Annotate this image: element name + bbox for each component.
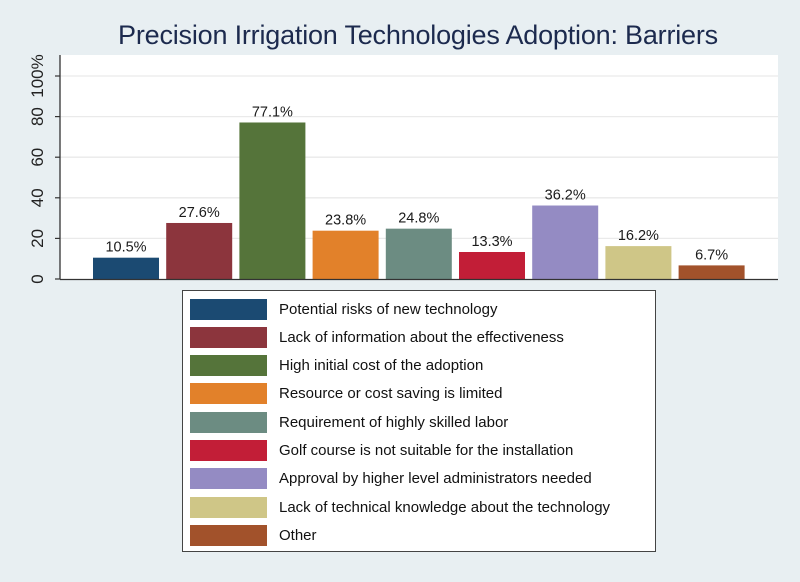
y-tick-label: 80 [28, 107, 47, 126]
y-tick-label: 100% [28, 54, 47, 97]
legend-label: Golf course is not suitable for the inst… [279, 442, 574, 459]
legend: Potential risks of new technology Lack of… [182, 290, 656, 552]
bar-value-label: 24.8% [398, 211, 439, 227]
legend-item: Resource or cost saving is limited [190, 383, 502, 405]
bar-value-label: 13.3% [471, 234, 512, 250]
y-tick-label: 20 [28, 229, 47, 248]
y-tick-label: 40 [28, 188, 47, 207]
legend-label: Lack of technical knowledge about the te… [279, 498, 611, 516]
legend-label: Other [279, 526, 317, 544]
legend-swatch [190, 411, 267, 433]
legend-swatch [190, 383, 267, 405]
legend-label: Approval by higher level administrators … [279, 470, 592, 488]
y-axis-ticks: 0 20 40 60 80 100% [28, 54, 60, 284]
bar-value-label: 6.7% [695, 247, 728, 263]
legend-label: Potential risks of new technology [279, 300, 498, 318]
bar-value-label: 36.2% [545, 188, 586, 204]
bar-value-label: 77.1% [252, 104, 293, 120]
legend-item: Approval by higher level administrators … [190, 468, 592, 490]
legend-item: Requirement of highly skilled labor [190, 411, 508, 433]
legend-swatch [190, 524, 267, 546]
y-tick-label: 0 [28, 274, 47, 283]
bar-value-label: 27.6% [179, 205, 220, 221]
legend-label: Requirement of highly skilled labor [279, 413, 509, 431]
legend-swatch [190, 440, 267, 461]
data-labels: 10.5% 27.6% 77.1% 23.8% 24.8% 13.3% 36.2% 16.2%… [105, 104, 728, 263]
bar [312, 230, 379, 279]
bar [605, 246, 672, 279]
bar [93, 257, 159, 279]
bar [385, 228, 452, 279]
legend-swatch [190, 468, 267, 490]
chart-title: Precision Irrigation Technologies Adopti… [118, 20, 718, 50]
bar [678, 265, 745, 279]
legend-item: Lack of information about the effectiven… [190, 326, 564, 348]
legend-label: Resource or cost saving is limited [279, 385, 503, 403]
bar [532, 205, 599, 279]
bar [459, 252, 525, 279]
legend-label: High initial cost of the adoption [279, 357, 484, 375]
legend-item: Potential risks of new technology [190, 298, 497, 320]
bar [239, 122, 306, 279]
legend-item: Lack of technical knowledge about the te… [190, 496, 610, 518]
legend-swatch [190, 326, 267, 348]
legend-item: High initial cost of the adoption [190, 355, 483, 377]
legend-label: Lack of information about the effectiven… [279, 328, 564, 346]
y-tick-label: 60 [28, 148, 47, 167]
legend-swatch [190, 355, 267, 377]
bar-value-label: 10.5% [105, 240, 146, 256]
legend-swatch [190, 298, 267, 320]
legend-item: Other [190, 524, 317, 546]
legend-item: Golf course is not suitable for the inst… [190, 440, 573, 462]
bar [166, 222, 233, 279]
legend-swatch [190, 496, 267, 518]
bar-value-label: 23.8% [325, 213, 366, 229]
bars [93, 122, 745, 279]
bar-value-label: 16.2% [618, 228, 659, 244]
